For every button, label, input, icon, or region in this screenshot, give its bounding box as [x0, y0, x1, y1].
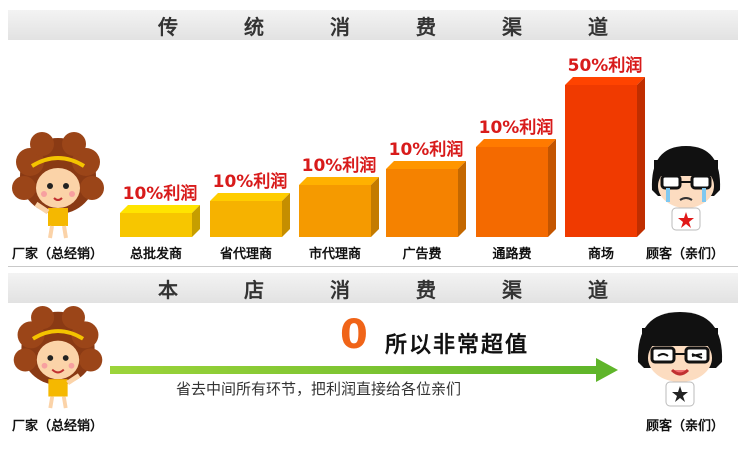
- profit-margin-label: 10%利润: [478, 118, 554, 138]
- channel-bar: [565, 77, 645, 237]
- bar-top: [210, 193, 290, 201]
- profit-margin-label: 10%利润: [122, 184, 198, 204]
- customer-crying-character-icon: [651, 146, 721, 231]
- traditional-title-char: 渠: [502, 14, 522, 39]
- channel-label: 总批发商: [129, 247, 182, 262]
- bar-top: [565, 77, 645, 85]
- store-title-char: 消: [330, 277, 350, 302]
- bar-front: [476, 147, 548, 237]
- bar-top: [299, 177, 379, 185]
- bar-side: [371, 177, 379, 237]
- channel-bar: [476, 139, 556, 237]
- bar-front: [299, 185, 371, 237]
- channel-label: 商场: [587, 247, 614, 262]
- profit-margin-label: 50%利润: [567, 56, 643, 76]
- bar-front: [210, 201, 282, 237]
- profit-margin-label: 10%利润: [301, 156, 377, 176]
- traditional-title-char: 道: [588, 14, 608, 39]
- bar-top: [476, 139, 556, 147]
- zero-markup: 0: [340, 312, 368, 358]
- bar-front: [565, 85, 637, 237]
- section-divider: [8, 266, 738, 267]
- traditional-title-char: 费: [416, 14, 436, 39]
- bar-side: [282, 193, 290, 237]
- store-title-char: 道: [588, 277, 608, 302]
- bar-front: [386, 169, 458, 237]
- channel-label: 通路费: [492, 247, 532, 262]
- traditional-title-char: 传: [158, 14, 178, 39]
- manufacturer-character-icon: [12, 132, 104, 239]
- traditional-title-char: 统: [244, 14, 264, 39]
- no-middleman-note: 省去中间所有环节，把利润直接给各位亲们: [176, 380, 462, 398]
- profit-margin-label: 10%利润: [388, 140, 464, 160]
- store-title-char: 费: [416, 277, 436, 302]
- bar-side: [637, 77, 645, 237]
- direct-arrow-line: [110, 366, 598, 374]
- traditional-title-char: 消: [330, 14, 350, 39]
- channel-bar: [120, 205, 200, 237]
- bar-side: [192, 205, 200, 237]
- profit-margin-label: 10%利润: [212, 172, 288, 192]
- customer-label: 顾客（亲们）: [646, 419, 725, 434]
- bar-top: [386, 161, 466, 169]
- channel-bar: [210, 193, 290, 237]
- bar-side: [458, 161, 466, 237]
- store-title-char: 本: [158, 277, 178, 302]
- manufacturer-label: 厂家（总经销）: [12, 247, 104, 262]
- bar-top: [120, 205, 200, 213]
- customer-label: 顾客（亲们）: [646, 247, 725, 262]
- channel-label: 市代理商: [308, 247, 361, 262]
- channel-label: 广告费: [402, 247, 442, 262]
- traditional-channel-banner: 传 统 消 费 渠 道: [8, 10, 738, 40]
- manufacturer-label: 厂家（总经销）: [12, 419, 104, 434]
- store-channel-banner: 本 店 消 费 渠 道: [8, 273, 738, 303]
- channel-bar: [299, 177, 379, 237]
- bar-front: [120, 213, 192, 237]
- value-slogan: 所以非常超值: [385, 333, 530, 358]
- bar-side: [548, 139, 556, 237]
- channel-bar: [386, 161, 466, 237]
- store-title-char: 店: [244, 277, 264, 302]
- channel-label: 省代理商: [219, 247, 272, 262]
- store-title-char: 渠: [502, 277, 522, 302]
- manufacturer-character-icon: [13, 306, 103, 409]
- direct-arrow-head-icon: [596, 358, 618, 382]
- customer-happy-character-icon: [637, 312, 723, 407]
